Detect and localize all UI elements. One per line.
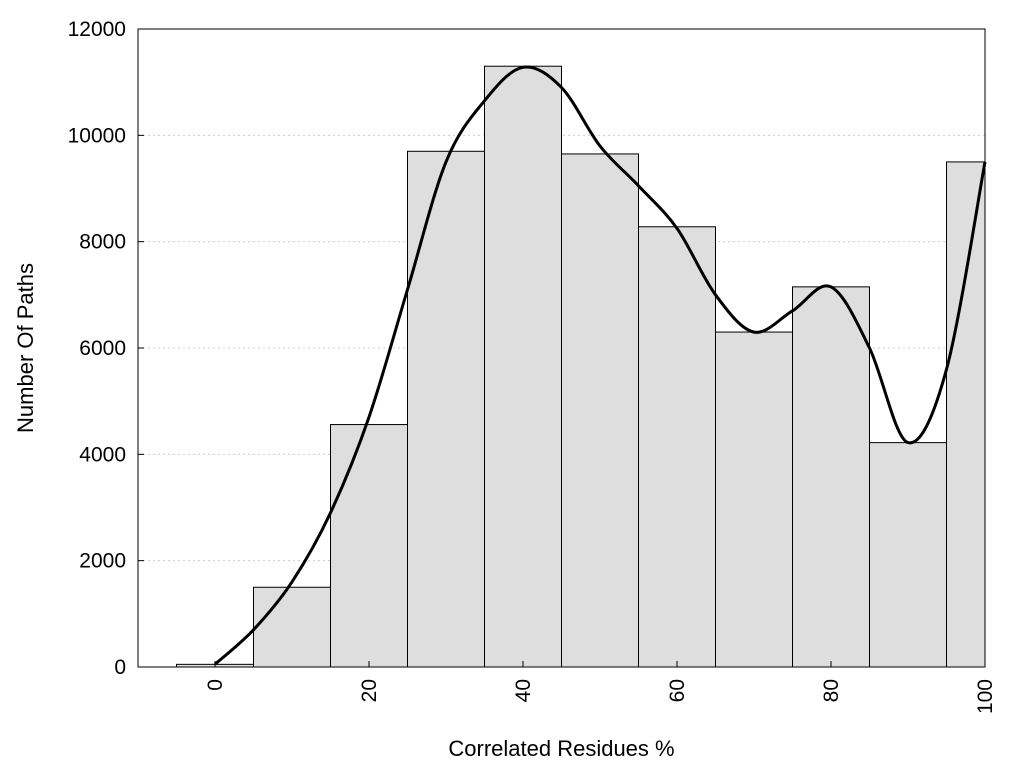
histogram-bar	[946, 161, 986, 668]
histogram-bar	[407, 150, 485, 668]
x-tick-label: 100	[974, 679, 997, 714]
histogram-bar	[253, 586, 331, 668]
histogram-bar	[638, 226, 716, 668]
y-tick-label: 2000	[79, 550, 126, 573]
x-tick-label: 20	[358, 679, 381, 702]
y-axis-ticks: 0 2000 4000 6000 8000 10000 12000	[68, 18, 144, 679]
x-tick-label: 80	[820, 679, 843, 702]
y-tick-label: 0	[114, 656, 126, 679]
x-axis-title: Correlated Residues %	[448, 736, 674, 761]
histogram-bar	[869, 442, 947, 668]
y-tick-label: 12000	[68, 18, 126, 41]
histogram-bar	[715, 331, 793, 668]
histogram-bar	[792, 286, 870, 668]
histogram-bar	[561, 153, 639, 668]
y-tick-label: 8000	[79, 231, 126, 254]
y-tick-label: 10000	[68, 124, 126, 147]
curve-layer	[214, 65, 987, 666]
x-axis-ticks: 0 20 40 60 80 100	[204, 661, 997, 714]
y-axis-title: Number Of Paths	[13, 263, 38, 433]
y-tick-label: 4000	[79, 443, 126, 466]
x-tick-label: 40	[512, 679, 535, 702]
histogram-bar	[330, 424, 408, 668]
x-tick-label: 60	[666, 679, 689, 702]
y-tick-label: 6000	[79, 337, 126, 360]
bar-layer	[176, 65, 986, 668]
x-tick-label: 0	[204, 679, 227, 691]
histogram-bar	[484, 65, 562, 668]
density-curve	[214, 65, 987, 666]
